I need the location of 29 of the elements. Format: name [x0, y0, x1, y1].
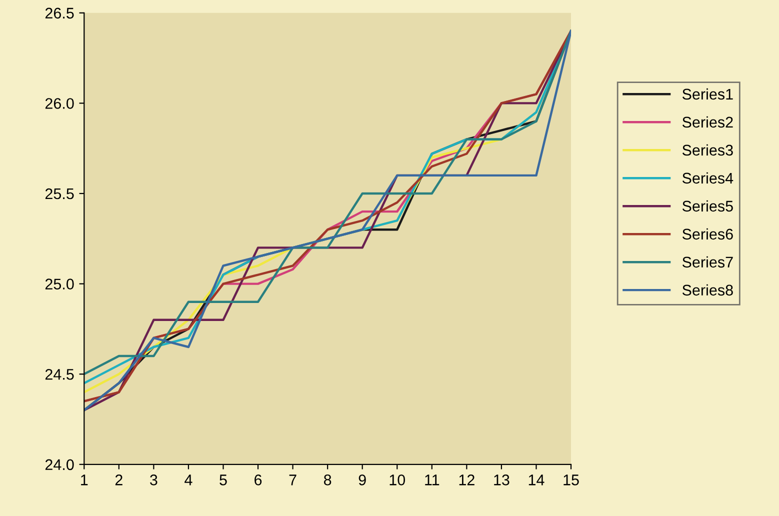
- legend-label: Series6: [682, 228, 733, 240]
- legend-label: Series1: [682, 88, 733, 100]
- x-tick-label: 14: [528, 474, 544, 486]
- legend-label: Series4: [682, 172, 734, 184]
- x-tick-label: 13: [494, 474, 510, 486]
- x-tick-label: 9: [358, 474, 366, 486]
- x-tick-label: 7: [289, 474, 296, 486]
- x-tick-label: 5: [220, 474, 227, 486]
- y-tick-label: 24.5: [45, 368, 74, 380]
- y-tick-label: 25.5: [45, 188, 74, 200]
- x-tick-label: 15: [564, 474, 579, 486]
- y-tick-label: 26.0: [45, 98, 74, 109]
- legend-label: Series8: [682, 284, 733, 296]
- x-tick-label: 8: [324, 474, 332, 486]
- x-tick-label: 11: [425, 474, 440, 486]
- x-tick-label: 12: [459, 474, 474, 486]
- x-tick-label: 1: [81, 474, 88, 486]
- x-tick-label: 6: [254, 474, 262, 486]
- legend-label: Series2: [682, 116, 733, 128]
- y-tick-label: 26.5: [45, 8, 74, 19]
- legend-label: Series3: [682, 144, 733, 156]
- x-tick-label: 2: [115, 474, 122, 486]
- x-tick-label: 10: [390, 474, 406, 486]
- y-tick-label: 25.0: [45, 278, 74, 290]
- y-tick-label: 24.0: [45, 459, 74, 470]
- x-tick-label: 4: [184, 474, 192, 486]
- legend-label: Series5: [682, 200, 733, 212]
- x-tick-label: 3: [150, 474, 158, 486]
- legend-label: Series7: [682, 256, 733, 268]
